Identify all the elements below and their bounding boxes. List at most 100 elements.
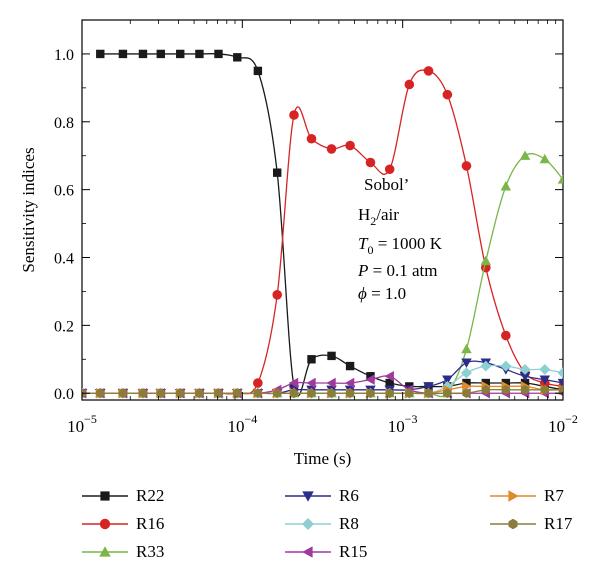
y-tick-label: 0.2	[54, 318, 74, 335]
legend-swatch-R7	[490, 490, 536, 502]
point-R16-18	[423, 66, 434, 76]
annotation-equivalence-ratio: ϕ = 1.0	[358, 284, 406, 303]
point-R17-11	[289, 388, 299, 399]
legend-label: R7	[544, 486, 564, 505]
legend-label: R6	[339, 486, 359, 505]
annotation-p-symbol: P	[357, 261, 368, 280]
point-R16-14	[345, 140, 355, 151]
point-R17-4	[156, 388, 165, 399]
point-R22-21	[501, 378, 511, 388]
annotation-layer: Sobol’ H2/air T0 = 1000 K P = 0.1 atm ϕ …	[357, 175, 443, 303]
point-R17-5	[176, 388, 185, 399]
legend-marker	[508, 490, 519, 502]
legend-swatch-R22	[82, 491, 128, 501]
legend-swatch-R16	[82, 518, 128, 530]
legend-item-R33: R33	[82, 539, 164, 565]
annotation-initial-temperature: T0 = 1000 K	[358, 234, 443, 257]
point-R33-21	[480, 255, 492, 266]
point-R22-1	[118, 49, 128, 59]
point-R16-22	[501, 330, 511, 341]
legend-label: R17	[544, 514, 573, 533]
point-R22-11	[307, 355, 316, 364]
point-R8-25	[557, 367, 563, 379]
point-R22-20	[481, 378, 491, 388]
point-R22-8	[253, 66, 263, 76]
legend-label: R15	[339, 542, 368, 561]
point-R6-24	[539, 375, 551, 385]
point-R17-16	[385, 388, 394, 399]
point-R17-1	[96, 388, 105, 399]
point-R16-12	[306, 133, 317, 144]
point-R22-4	[176, 49, 185, 59]
plot-area	[81, 19, 564, 401]
legend-item-R6: R6	[285, 483, 359, 509]
point-R8-23	[519, 364, 531, 375]
point-R16-13	[326, 144, 337, 154]
series-line-R33	[82, 153, 563, 398]
legend-label: R16	[136, 514, 165, 533]
point-R8-24	[539, 364, 551, 375]
x-tick-label: 10−2	[548, 412, 578, 436]
point-R16-9	[253, 378, 263, 388]
annotation-p-rest: = 0.1 atm	[368, 261, 437, 280]
point-R17-24	[540, 385, 549, 395]
point-R17-3	[138, 388, 148, 399]
x-tick-label: 10−3	[388, 412, 418, 436]
annotation-mixture-sub: 2	[370, 214, 376, 228]
x-tick-label: 10−5	[67, 412, 97, 436]
legend-item-R8: R8	[285, 511, 359, 537]
annotation-t0-sub: 0	[367, 243, 373, 257]
point-R33-20	[461, 343, 472, 354]
point-R22-12	[327, 351, 336, 361]
series-line-R16	[82, 69, 563, 395]
y-tick-label: 1.0	[54, 47, 74, 64]
series-R17	[82, 385, 563, 399]
point-R22-3	[156, 49, 165, 59]
legend-marker	[99, 518, 111, 530]
point-R17-23	[520, 385, 530, 395]
point-R33-25	[557, 174, 563, 184]
point-R8-22	[500, 360, 512, 372]
point-R8-21	[480, 360, 492, 372]
point-R6-25	[557, 378, 563, 389]
point-R17-13	[327, 388, 336, 399]
point-R22-15	[385, 378, 394, 388]
point-R17-2	[118, 388, 128, 399]
y-axis-title: Sensitivity indices	[19, 147, 38, 272]
series-R33	[82, 150, 563, 398]
legend-swatch-R8	[285, 518, 331, 530]
annotation-phi-rest: = 1.0	[367, 284, 406, 303]
annotation-t0-symbol: T	[358, 234, 369, 253]
legend-label: R8	[339, 514, 359, 533]
legend-label: R22	[136, 486, 165, 505]
point-R22-2	[138, 49, 148, 59]
point-R17-25	[558, 385, 563, 395]
point-R22-9	[273, 168, 282, 177]
point-R7-20	[462, 381, 472, 392]
point-R15-13	[326, 377, 336, 389]
point-R16-15	[365, 157, 376, 168]
point-R22-19	[462, 378, 471, 388]
point-R33-24	[539, 153, 551, 164]
y-tick-label: 0.6	[54, 183, 74, 200]
legend-item-R7: R7	[490, 483, 564, 509]
x-axis-title: Time (s)	[294, 449, 351, 468]
legend-marker	[100, 491, 110, 501]
point-R16-10	[272, 290, 283, 300]
point-R16-16	[384, 164, 395, 175]
series-layer	[82, 49, 563, 399]
point-R6-19	[442, 375, 453, 385]
point-R17-15	[366, 388, 375, 399]
point-R15-11	[288, 377, 299, 389]
x-tick-label: 10−4	[227, 412, 257, 436]
series-line-R15	[82, 375, 563, 395]
legend-swatch-R17	[490, 518, 536, 530]
point-R6-18	[423, 382, 434, 392]
series-R15	[82, 371, 563, 399]
point-R22-6	[214, 49, 223, 59]
point-R16-20	[461, 161, 472, 171]
annotation-pressure: P = 0.1 atm	[357, 261, 437, 280]
legend-item-R16: R16	[82, 511, 164, 537]
legend-marker	[99, 546, 111, 557]
